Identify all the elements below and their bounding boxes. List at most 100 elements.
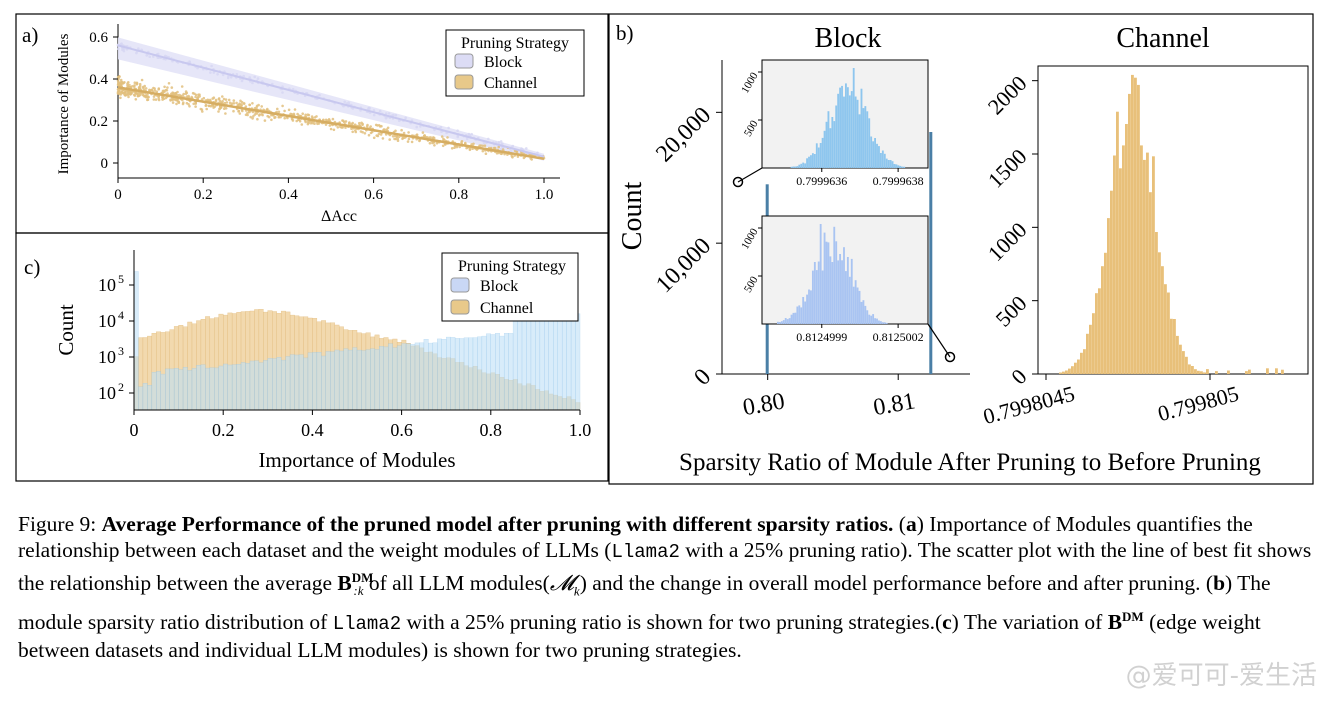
channel-point (327, 118, 331, 121)
block-bar (254, 360, 260, 411)
inset-bar (872, 314, 875, 324)
x-tick-label: 0.2 (194, 187, 213, 203)
panel-c-plot-area (133, 271, 581, 411)
block-bar (147, 385, 153, 411)
channel-point (157, 98, 161, 102)
block-point (499, 140, 503, 143)
block-point (394, 113, 398, 117)
channel-point (306, 122, 310, 126)
channel-point (214, 99, 218, 103)
panel-b: b) Block Channel Count Sparsity Ratio of… (608, 13, 1314, 485)
y-tick-exponent: 4 (118, 308, 124, 322)
panel-a-legend-title: Pruning Strategy (461, 35, 569, 52)
channel-point (446, 136, 449, 139)
block-point (465, 137, 469, 141)
x-tick-label: 0.80 (741, 388, 787, 421)
channel-point (332, 128, 336, 132)
inset-bar (856, 287, 859, 324)
panel-a-y-ticks: 0 0.2 0.4 0.6 (89, 30, 118, 172)
block-bar (530, 316, 536, 411)
block-point (226, 76, 230, 80)
channel-bar (1185, 356, 1188, 374)
block-point (367, 107, 371, 111)
caption-bdm-symbol: BDM (1107, 608, 1144, 635)
channel-point (224, 107, 228, 110)
channel-point (240, 100, 244, 104)
channel-point (206, 98, 210, 102)
channel-point (218, 107, 221, 111)
x-tick-label: 0.7999636 (796, 174, 847, 188)
inset-bar (778, 322, 781, 324)
y-tick-label: 10,000 (651, 233, 716, 298)
channel-bar (1161, 266, 1164, 374)
x-tick-label: 0.8125002 (873, 330, 924, 344)
block-point (536, 151, 539, 155)
channel-bar (1245, 371, 1248, 374)
caption-c-text2: (edge weight between datasets and indivi… (18, 610, 1261, 662)
channel-point (256, 117, 259, 121)
channel-point (277, 115, 281, 119)
channel-bar (1155, 232, 1158, 374)
inset-bar (823, 130, 826, 168)
channel-bar (1131, 74, 1134, 375)
block-point (229, 76, 233, 79)
inset-bar (792, 166, 795, 168)
block-point (419, 125, 422, 128)
inset-bar (802, 297, 805, 324)
inset-bar (825, 241, 828, 324)
channel-point (174, 93, 177, 96)
channel-point (194, 93, 198, 97)
caption-mk-symbol: 𝓜k (549, 571, 580, 599)
block-point (525, 147, 528, 150)
block-bar (249, 360, 255, 411)
block-point (499, 147, 503, 151)
legend-item-block: Block (484, 54, 522, 71)
channel-point (379, 133, 383, 136)
inset-bar (786, 319, 789, 324)
channel-point (478, 144, 481, 147)
inset-bar (810, 290, 812, 324)
channel-point (379, 125, 382, 128)
channel-point (270, 118, 273, 122)
channel-point (225, 101, 229, 104)
inset-bar (874, 318, 876, 324)
channel-bar (1194, 369, 1197, 374)
y-tick-label: 500 (742, 274, 761, 295)
channel-point (205, 107, 208, 111)
caption-c-letter: c (942, 610, 952, 635)
legend-swatch-channel (450, 299, 470, 315)
channel-point (138, 87, 142, 90)
channel-point (140, 78, 144, 82)
block-bar (535, 318, 541, 411)
channel-bar (1116, 111, 1119, 374)
channel-bar (1068, 368, 1071, 374)
x-tick-label: 0.4 (279, 187, 298, 203)
channel-point (163, 85, 166, 89)
channel-point (157, 88, 160, 91)
inset-bar (806, 158, 808, 168)
channel-point (212, 96, 216, 99)
inset-bar (784, 318, 787, 324)
channel-bar (1152, 156, 1155, 374)
channel-bar (1134, 77, 1137, 374)
panel-c-legend-title: Pruning Strategy (458, 258, 566, 275)
channel-point (287, 108, 291, 112)
channel-point (435, 141, 439, 145)
inset-bar (810, 155, 812, 168)
channel-point (238, 112, 242, 115)
block-title: Block (815, 23, 882, 54)
channel-point (468, 147, 472, 150)
channel-point (432, 136, 436, 140)
inset-bar (817, 147, 820, 168)
channel-point (347, 121, 351, 125)
inset-bar (889, 160, 892, 168)
block-bar (173, 368, 179, 411)
channel-bar (1062, 371, 1065, 374)
inset-bar (794, 166, 797, 168)
block-bar (294, 354, 300, 411)
channel-point (377, 132, 381, 136)
channel-point (118, 75, 121, 78)
inset-bar (883, 322, 886, 324)
